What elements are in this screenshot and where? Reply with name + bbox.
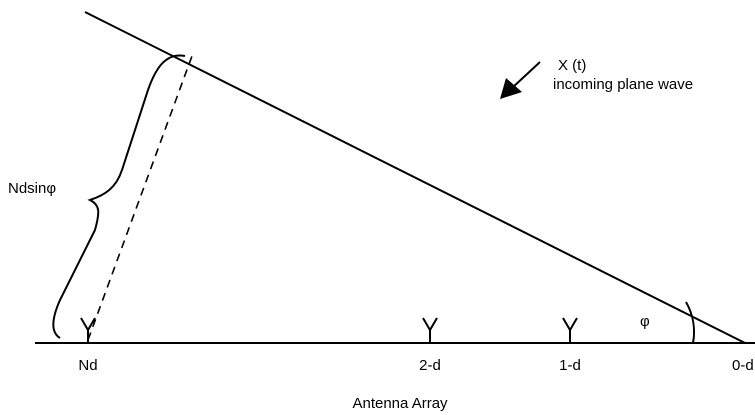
projection-line <box>87 55 193 341</box>
angle-label: φ <box>640 313 650 330</box>
antenna-label: 0-d <box>732 357 754 374</box>
wave-arrow <box>511 61 541 89</box>
antenna-label: 2-d <box>419 357 441 374</box>
antenna <box>422 317 438 343</box>
angle-arc <box>685 301 696 344</box>
wave-label: incoming plane wave <box>553 76 693 93</box>
wave-arrowhead <box>500 78 522 99</box>
signal-label: X (t) <box>558 57 586 74</box>
antenna-label: 1-d <box>559 357 581 374</box>
path-difference-label: Ndsinφ <box>8 180 56 197</box>
path-brace <box>52 54 186 339</box>
antennas: Nd 2-d 1-d 0-d <box>78 317 754 374</box>
wavefront <box>84 11 746 344</box>
array-label: Antenna Array <box>352 395 448 412</box>
antenna-label: Nd <box>78 357 97 374</box>
antenna <box>80 317 96 343</box>
antenna <box>562 317 578 343</box>
